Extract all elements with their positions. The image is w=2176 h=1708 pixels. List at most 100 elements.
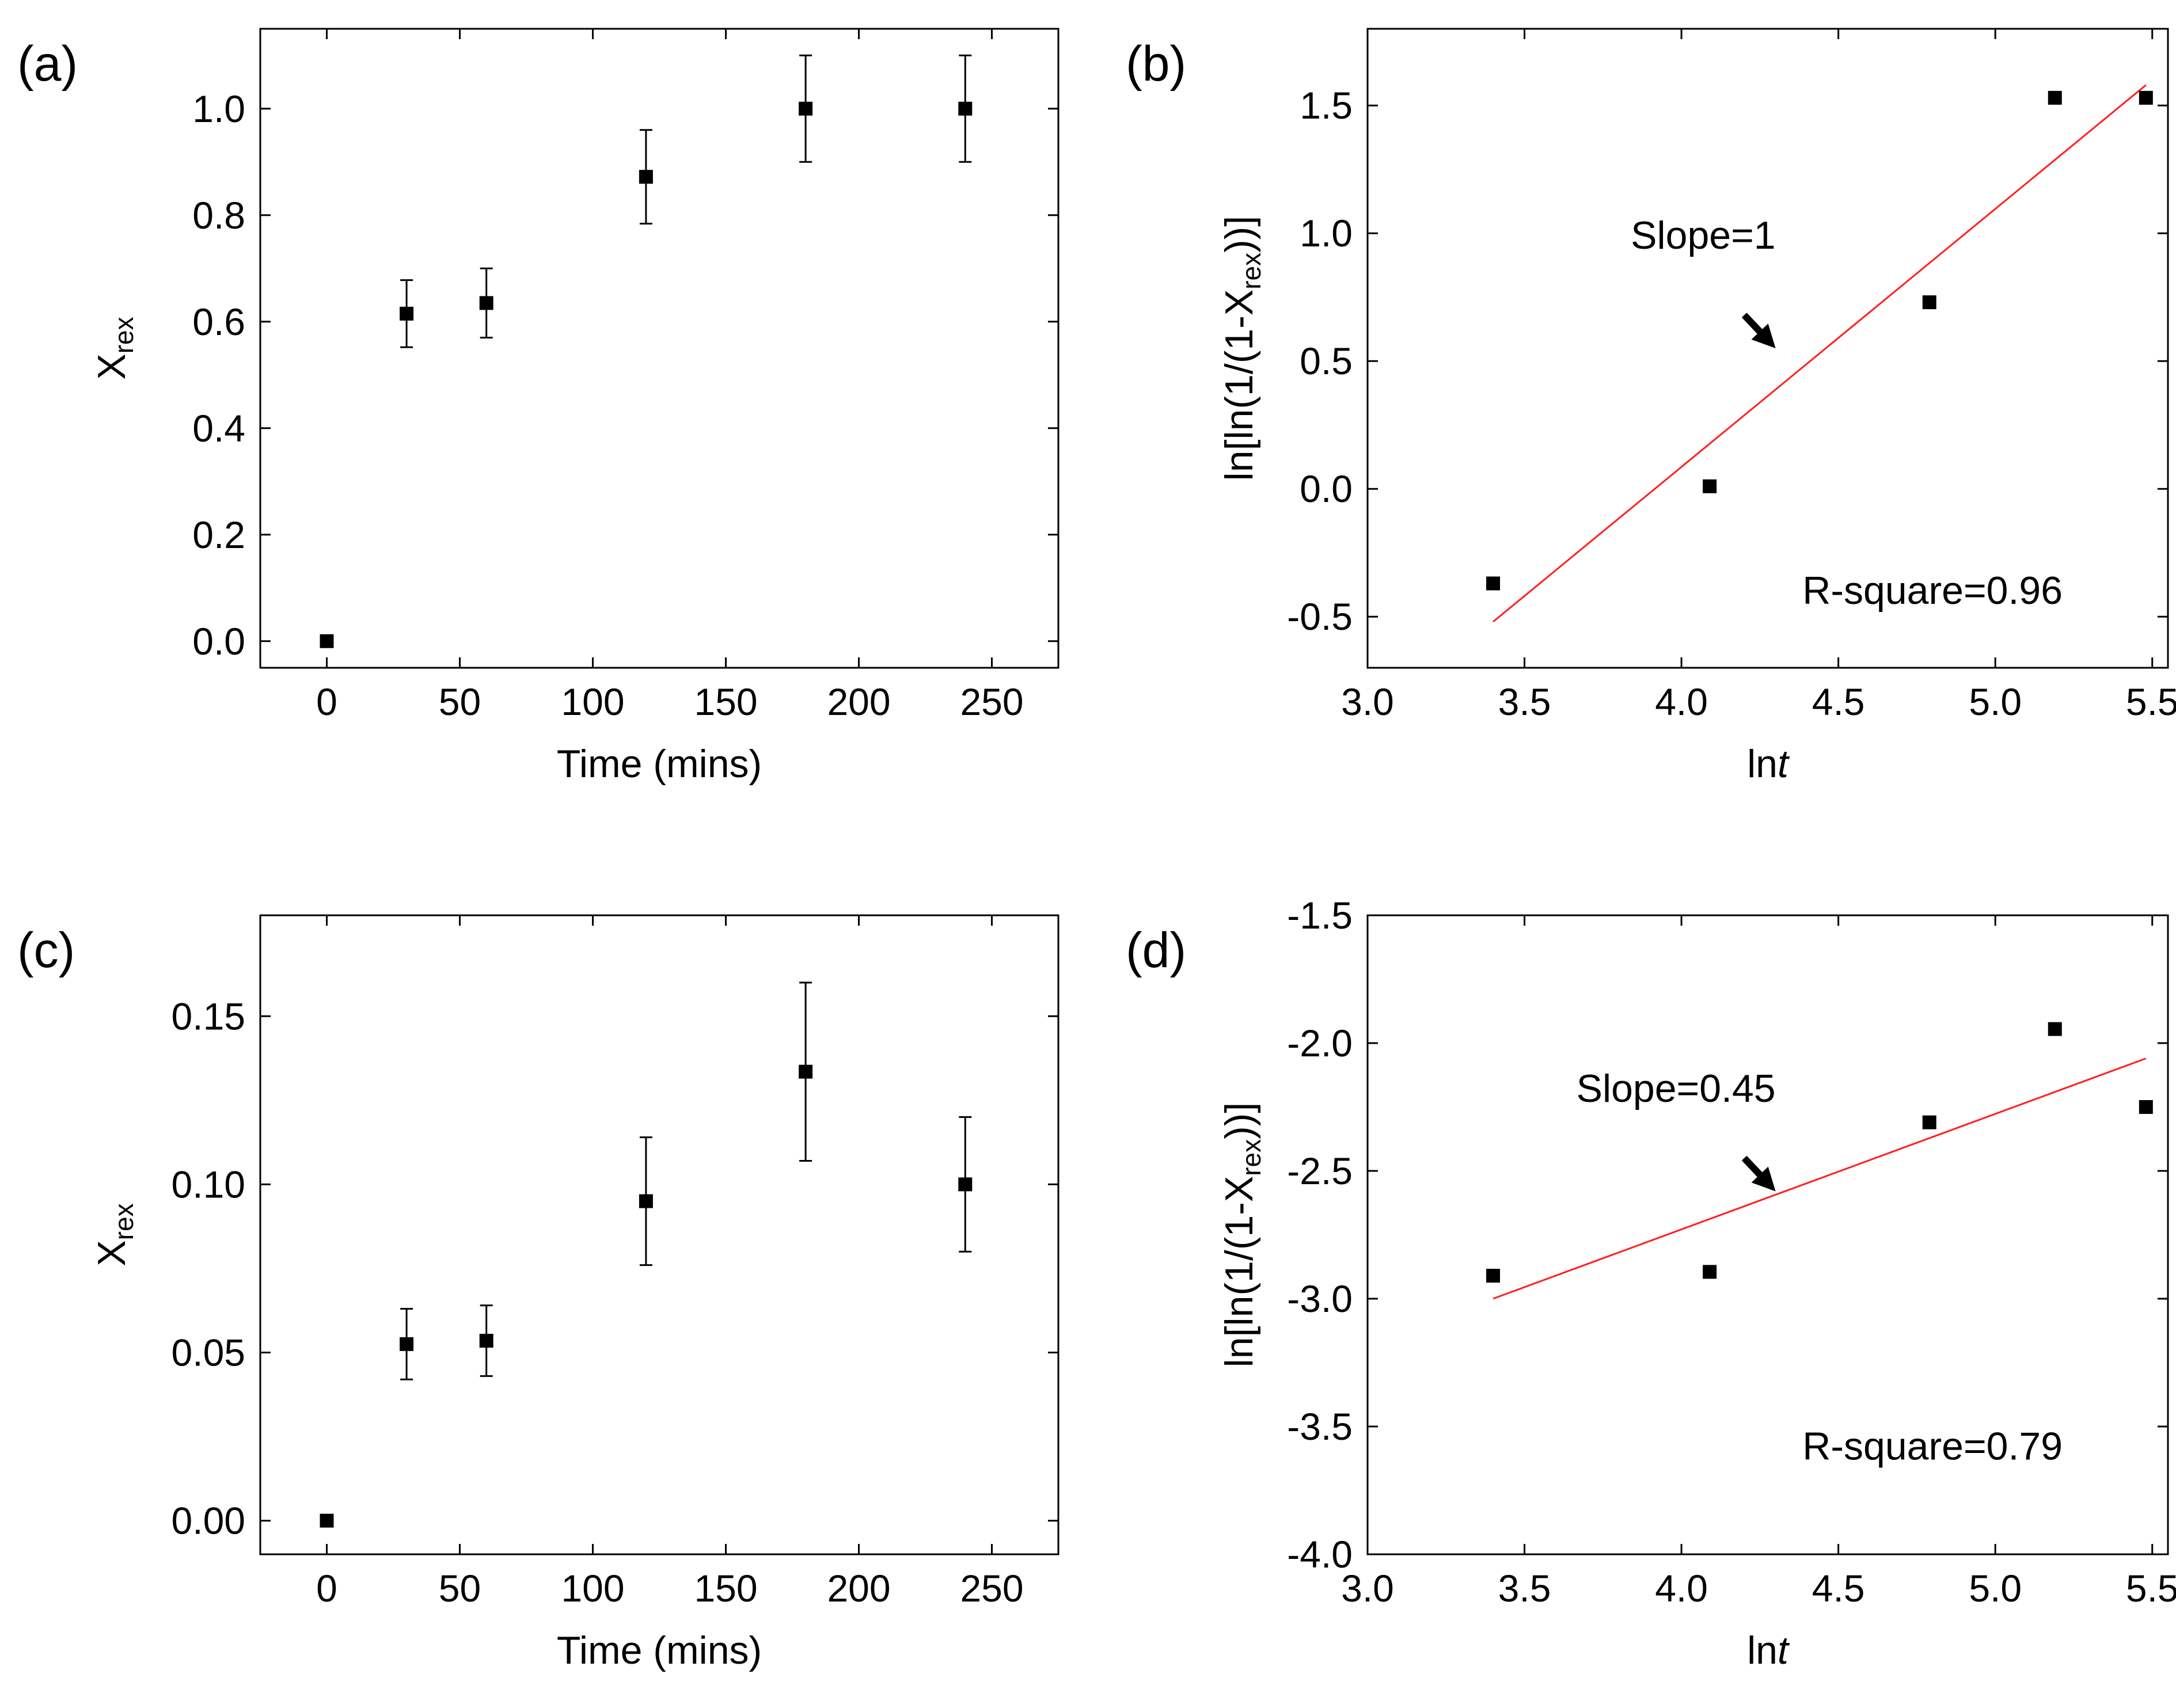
arrow-icon	[1741, 1155, 1776, 1192]
fit-line	[1493, 1057, 2147, 1300]
x-tick-label: 100	[561, 1567, 624, 1610]
x-axis-title: lnt	[1747, 742, 1790, 786]
x-tick-label: 0	[316, 680, 337, 723]
slope-annotation: Slope=0.45	[1577, 1067, 1776, 1110]
y-tick-label: 0.00	[172, 1500, 245, 1542]
panel-b: (b) 3.0 3.5 4.0 4.5 5.0 5.5 -0.5 0.0 0.5 1.0 1.5 lnt…	[1126, 28, 2176, 786]
y-tick-label: 0.5	[1300, 340, 1353, 382]
y-tick-label: -2.0	[1287, 1022, 1353, 1064]
x-tick-label: 0	[316, 1567, 337, 1610]
x-tick-label: 4.5	[1812, 1567, 1865, 1610]
x-tick-label: 3.0	[1341, 1567, 1394, 1610]
panel-a: (a) 0 50 100 150 200 250 0.0 0.2 0.4 0.6 0.8 1.0 Time…	[17, 28, 1059, 786]
x-tick-label: 3.5	[1498, 680, 1551, 723]
plot-frame	[259, 914, 1059, 1555]
data-point	[2139, 1100, 2153, 1114]
slope-annotation: Slope=1	[1631, 214, 1775, 257]
y-tick-label: 0.05	[172, 1331, 245, 1374]
x-tick-label: 250	[960, 680, 1023, 723]
x-tick-label: 4.5	[1812, 680, 1865, 723]
data-point	[479, 1334, 493, 1348]
data-point	[958, 1177, 973, 1192]
y-tick-label: 0.15	[172, 995, 245, 1037]
plot-frame	[1366, 914, 2169, 1555]
data-point	[1486, 1269, 1501, 1283]
x-tick-label: 200	[827, 1567, 890, 1610]
x-tick-label: 3.0	[1341, 680, 1394, 723]
y-tick-label: -4.0	[1287, 1533, 1353, 1576]
x-tick-label: 150	[694, 1567, 757, 1610]
x-tick-label: 5.0	[1969, 680, 2022, 723]
y-tick-label: -2.5	[1287, 1150, 1353, 1192]
y-tick-label: 0.2	[192, 513, 245, 556]
data-point	[639, 1194, 653, 1208]
x-axis-title: Time (mins)	[557, 742, 762, 786]
x-tick-label: 3.5	[1498, 1567, 1551, 1610]
x-axis-title: Time (mins)	[557, 1629, 762, 1672]
panel-label: (b)	[1126, 36, 1186, 92]
y-axis-title-main: X	[90, 1240, 134, 1266]
panel-label: (d)	[1126, 923, 1186, 978]
data-point	[1922, 1115, 1936, 1129]
y-axis-title: ln[ln(1/(1-Xrex))]	[1217, 1102, 1266, 1368]
x-axis-title: lnt	[1747, 1629, 1790, 1672]
data-point	[320, 1513, 334, 1528]
data-point	[799, 101, 813, 116]
panel-d: (d) 3.0 3.5 4.0 4.5 5.0 5.5 -4.0 -3.5 -3.0 -2.5 -2.…	[1126, 894, 2176, 1672]
y-axis-title-main: X	[90, 353, 134, 379]
data-point	[958, 101, 973, 116]
y-tick-label: 0.6	[192, 300, 245, 343]
data-point	[799, 1064, 813, 1079]
x-tick-label: 5.5	[2126, 680, 2176, 723]
arrow-icon	[1741, 313, 1776, 348]
data-point	[1922, 295, 1936, 310]
y-axis-title: ln[ln(1/(1-Xrex))]	[1217, 216, 1266, 481]
y-axis-title-suffix: ))]	[1217, 1102, 1261, 1139]
x-tick-label: 50	[439, 680, 481, 723]
y-axis-title-sub: rex	[1236, 1139, 1266, 1176]
plot-frame	[259, 28, 1059, 669]
x-tick-label: 5.0	[1969, 1567, 2022, 1610]
y-tick-label: 0.8	[192, 194, 245, 237]
data-point	[400, 306, 414, 321]
x-axis-title-main: ln	[1747, 742, 1778, 786]
y-axis-title-sub: rex	[109, 1203, 139, 1240]
y-tick-label: -1.5	[1287, 894, 1353, 937]
data-point	[400, 1337, 414, 1351]
y-tick-label: -3.5	[1287, 1405, 1353, 1448]
y-axis-title: Xrex	[90, 1203, 139, 1266]
y-axis-title-prefix: ln[ln(1/(1-X	[1217, 290, 1261, 481]
y-tick-label: 0.10	[172, 1163, 245, 1205]
x-tick-label: 4.0	[1655, 1567, 1708, 1610]
x-axis-title-main: ln	[1747, 1629, 1778, 1672]
data-point	[1703, 479, 1717, 493]
r-square-annotation: R-square=0.79	[1802, 1425, 2063, 1469]
x-tick-label: 5.5	[2126, 1567, 2176, 1610]
data-point	[1486, 576, 1501, 591]
x-tick-label: 200	[827, 680, 890, 723]
data-point	[2048, 1022, 2062, 1036]
r-square-annotation: R-square=0.96	[1802, 569, 2063, 613]
y-tick-label: -0.5	[1287, 595, 1353, 638]
x-axis-title-italic: t	[1778, 742, 1790, 786]
x-axis-title-italic: t	[1778, 1629, 1790, 1672]
y-axis-title-sub: rex	[109, 317, 139, 353]
panel-label: (a)	[17, 36, 78, 92]
data-point	[479, 296, 493, 310]
y-axis-title: Xrex	[90, 317, 139, 379]
y-axis-title-suffix: ))]	[1217, 216, 1261, 253]
x-tick-label: 50	[439, 1567, 481, 1610]
data-point	[639, 170, 653, 184]
y-tick-label: -3.0	[1287, 1277, 1353, 1320]
x-tick-label: 250	[960, 1567, 1023, 1610]
y-tick-label: 1.0	[1300, 212, 1353, 254]
data-point	[320, 634, 334, 648]
panel-c: (c) 0 50 100 150 200 250 0.00 0.05 0.10 0.15 Time (…	[17, 914, 1059, 1672]
y-tick-label: 1.0	[192, 88, 245, 130]
y-tick-label: 0.4	[192, 407, 245, 450]
y-tick-label: 0.0	[192, 620, 245, 663]
y-tick-label: 1.5	[1300, 84, 1353, 127]
x-tick-label: 150	[694, 680, 757, 723]
fit-line	[1493, 84, 2147, 623]
